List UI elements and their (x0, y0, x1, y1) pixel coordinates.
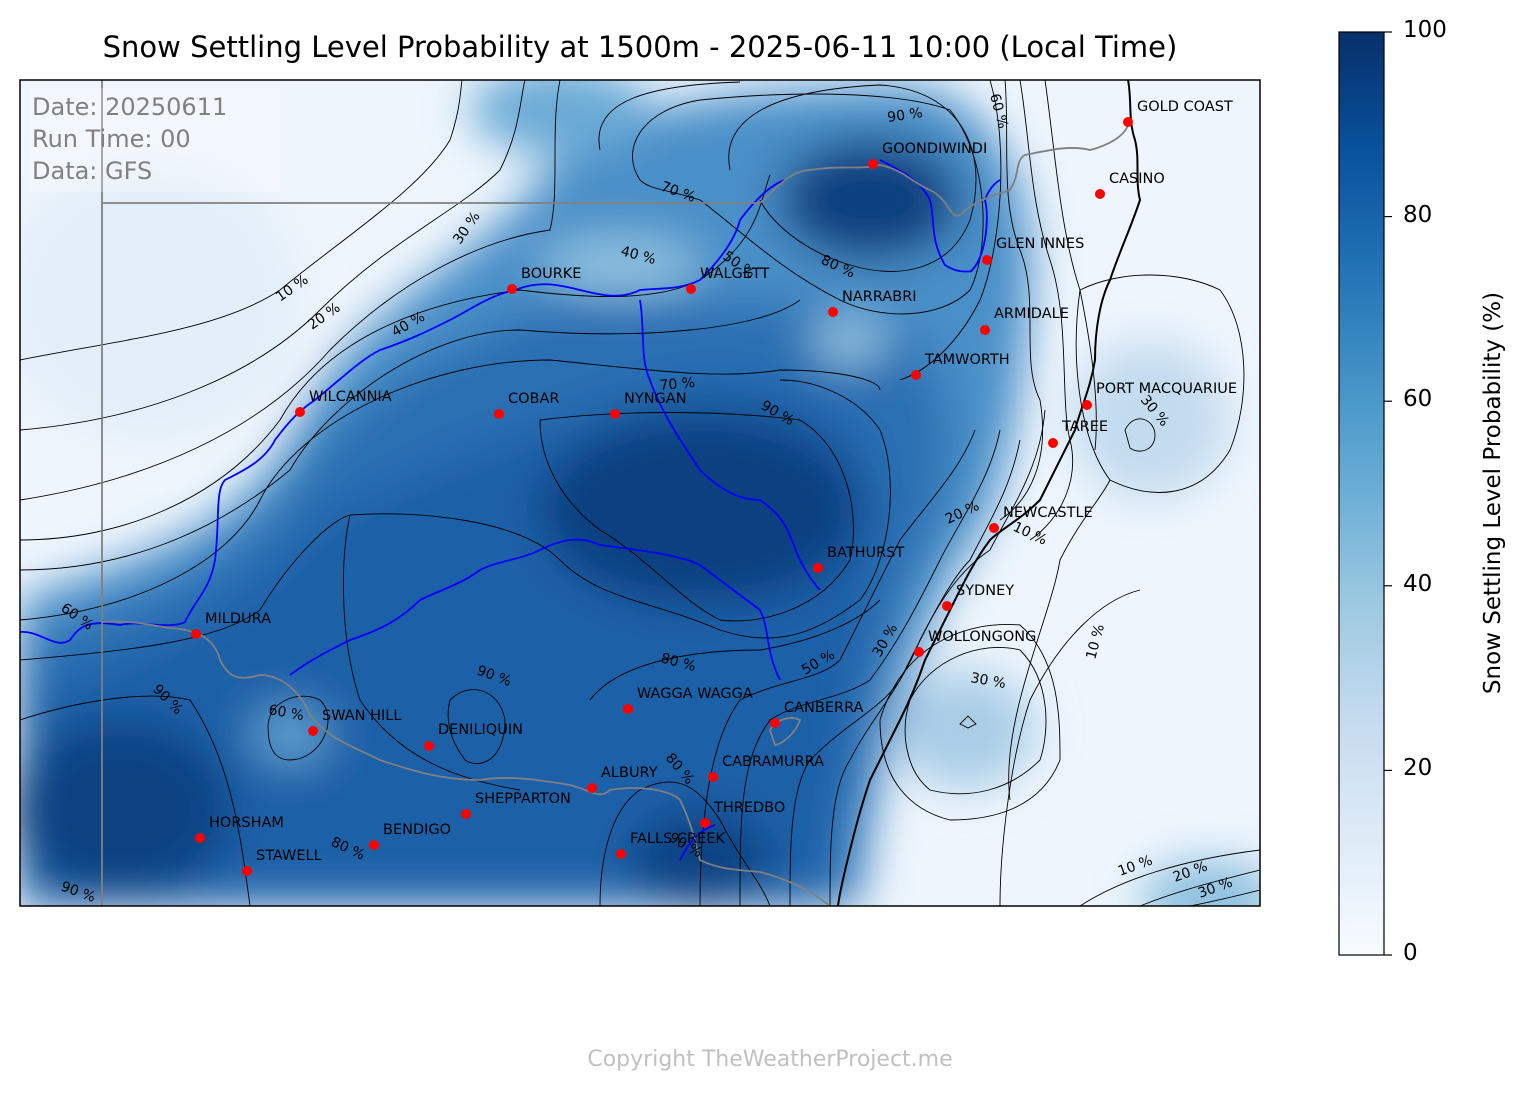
city-marker (813, 563, 823, 573)
city-label: SWAN HILL (322, 708, 402, 724)
colorbar-tick-marks (1384, 31, 1392, 956)
colorbar-tick-label: 60 (1403, 386, 1433, 412)
city-label: WILCANNIA (309, 389, 392, 405)
coastline (837, 80, 1142, 906)
city-label: SHEPPARTON (475, 791, 571, 807)
city-label: COBAR (508, 391, 560, 407)
city-marker (494, 409, 504, 419)
colorbar-gradient (1338, 31, 1385, 956)
city-label: STAWELL (256, 848, 322, 864)
city-label: DENILIQUIN (438, 722, 523, 738)
city-marker (914, 647, 924, 657)
city-marker (369, 840, 379, 850)
city-marker (1123, 117, 1133, 127)
city-label: NYNGAN (624, 391, 687, 407)
map-frame (19, 79, 1261, 907)
probability-field: 90 % 60 % 70 % 30 % 40 % 80 % 10 % 20 % … (20, 80, 1260, 906)
city-marker (461, 809, 471, 819)
info-box (30, 88, 280, 192)
city-marker (1048, 438, 1058, 448)
city-marker (828, 307, 838, 317)
city-marker (1095, 189, 1105, 199)
city-label: HORSHAM (209, 815, 284, 831)
city-label: SYDNEY (956, 583, 1015, 599)
city-marker (610, 409, 620, 419)
city-label: GLEN INNES (996, 236, 1085, 252)
colorbar-tick-label: 20 (1403, 755, 1433, 781)
colorbar-tick-label: 0 (1403, 940, 1418, 966)
city-label: TAMWORTH (925, 352, 1010, 368)
contour-label: 90 % (886, 105, 923, 126)
city-marker (942, 601, 952, 611)
info-data-source: Data: GFS (32, 157, 153, 185)
contour-label: 60 % (267, 702, 305, 724)
colorbar (1338, 31, 1392, 956)
city-marker (587, 783, 597, 793)
city-label: GOONDIWINDI (882, 141, 988, 157)
city-marker (191, 629, 201, 639)
city-label: TAREE (1062, 419, 1109, 435)
city-label: WALGETT (700, 266, 770, 282)
colorbar-label: Snow Settling Level Probability (%) (1480, 291, 1506, 695)
city-label: PORT MACQUARIUE (1096, 381, 1238, 397)
city-marker (982, 255, 992, 265)
city-label: BOURKE (521, 266, 582, 282)
contour-label: 70 % (659, 375, 696, 394)
city-marker (295, 407, 305, 417)
state-borders (101, 80, 1129, 906)
city-marker (242, 866, 252, 876)
map-title: Snow Settling Level Probability at 1500m… (102, 30, 1178, 64)
colorbar-tick-label: 40 (1403, 571, 1433, 597)
contour-lines (20, 80, 1260, 906)
city-label: BATHURST (827, 545, 905, 561)
city-marker (989, 523, 999, 533)
city-marker (424, 741, 434, 751)
city-label: BENDIGO (383, 822, 452, 838)
city-marker (708, 772, 718, 782)
city-marker (623, 704, 633, 714)
city-marker (770, 718, 780, 728)
city-marker (507, 284, 517, 294)
city-marker (868, 159, 878, 169)
city-label: MILDURA (205, 611, 272, 627)
city-marker (911, 370, 921, 380)
info-run-time: Run Time: 00 (32, 125, 191, 153)
info-date: Date: 20250611 (32, 93, 228, 121)
city-label: FALLS CREEK (630, 831, 725, 847)
city-label: CABRAMURRA (722, 754, 825, 770)
city-marker (1082, 400, 1092, 410)
city-label: THREDBO (714, 800, 786, 816)
city-marker (700, 818, 710, 828)
city-label: WOLLONGONG (928, 629, 1037, 645)
city-label: CASINO (1109, 171, 1165, 187)
city-label: NARRABRI (842, 289, 917, 305)
city-marker (308, 726, 318, 736)
city-label: GOLD COAST (1137, 99, 1233, 115)
city-marker (195, 833, 205, 843)
city-label: WAGGA WAGGA (637, 686, 753, 702)
city-label: ARMIDALE (994, 306, 1069, 322)
city-label: ALBURY (601, 765, 658, 781)
city-marker (616, 849, 626, 859)
city-markers (191, 117, 1133, 876)
colorbar-tick-label: 80 (1403, 202, 1433, 228)
city-marker (686, 284, 696, 294)
colorbar-tick-label: 100 (1403, 17, 1447, 43)
contour-label: 30 % (969, 670, 1007, 692)
city-label: NEWCASTLE (1003, 505, 1093, 521)
city-marker (980, 325, 990, 335)
city-label: CANBERRA (784, 700, 864, 716)
copyright-notice: Copyright TheWeatherProject.me (587, 1047, 953, 1072)
